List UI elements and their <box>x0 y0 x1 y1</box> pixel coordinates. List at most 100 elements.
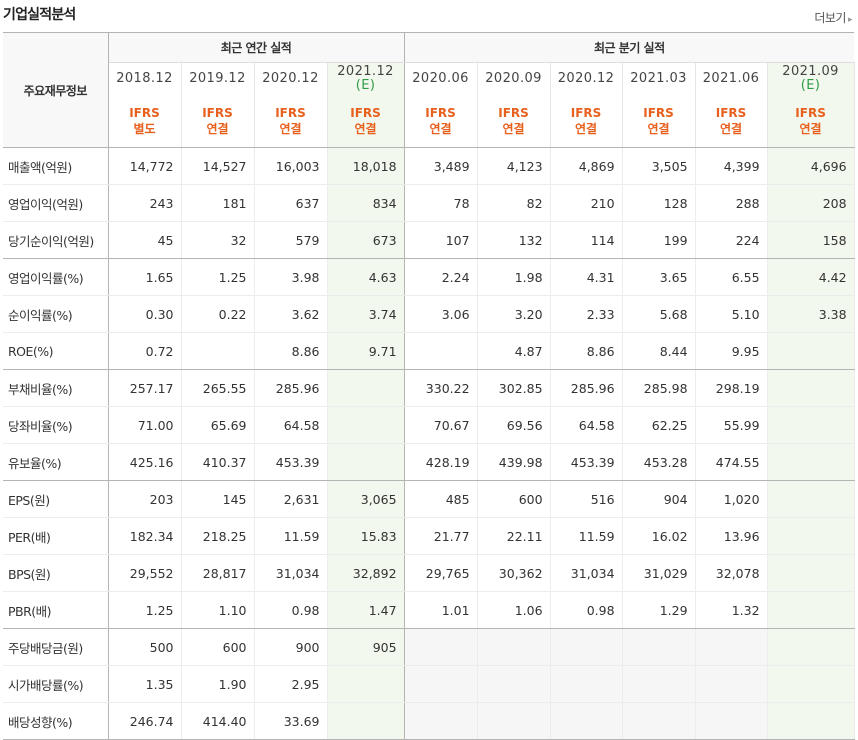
value-cell: 0.98 <box>254 591 328 629</box>
value-cell: 905 <box>327 628 405 666</box>
value-cell <box>181 332 255 370</box>
value-cell <box>550 628 623 666</box>
value-cell <box>327 443 405 481</box>
accounting-standard-header: IFRS 연결 <box>622 95 696 148</box>
value-cell: 285.98 <box>622 369 696 407</box>
row-label: 배당성향(%) <box>3 702 109 740</box>
value-cell: 425.16 <box>108 443 182 481</box>
value-cell <box>404 665 478 703</box>
more-link[interactable]: 더보기 ▸ <box>814 9 852 26</box>
more-link-label: 더보기 <box>814 11 846 25</box>
value-cell <box>622 665 696 703</box>
value-cell: 30,362 <box>477 554 551 592</box>
value-cell: 18,018 <box>327 147 405 185</box>
period-header: 2020.12 <box>254 62 328 95</box>
value-cell: 600 <box>181 628 255 666</box>
value-cell: 474.55 <box>695 443 768 481</box>
value-cell <box>767 702 855 740</box>
value-cell: 4,869 <box>550 147 623 185</box>
value-cell <box>477 665 551 703</box>
period-label: 2020.09 <box>485 71 542 86</box>
accounting-standard-header: IFRS 연결 <box>181 95 255 148</box>
value-cell: 516 <box>550 480 623 518</box>
value-cell <box>327 665 405 703</box>
annual-group-label: 최근 연간 실적 <box>108 32 405 63</box>
scope-label: 연결 <box>720 122 743 136</box>
value-cell: 199 <box>622 221 696 259</box>
value-cell: 14,527 <box>181 147 255 185</box>
quarter-group-label: 최근 분기 실적 <box>404 32 855 63</box>
value-cell: 246.74 <box>108 702 182 740</box>
section-title: 기업실적분석 <box>3 7 76 23</box>
value-cell: 22.11 <box>477 517 551 555</box>
accounting-standard-header: IFRS 연결 <box>767 95 855 148</box>
value-cell <box>695 665 768 703</box>
value-cell: 64.58 <box>254 406 328 444</box>
value-cell: 4.63 <box>327 258 405 296</box>
value-cell <box>767 554 855 592</box>
group-header-row: 주요재무정보 최근 연간 실적 최근 분기 실적 <box>3 32 855 148</box>
table-row: 주당배당금(원) 500 600 900 905 <box>3 628 855 666</box>
value-cell: 82 <box>477 184 551 222</box>
value-cell: 128 <box>622 184 696 222</box>
period-label: 2018.12 <box>116 71 173 86</box>
value-cell: 4,399 <box>695 147 768 185</box>
value-cell: 1.65 <box>108 258 182 296</box>
period-header: 2021.12 (E) <box>327 62 405 95</box>
corner-label: 주요재무정보 <box>3 32 109 148</box>
value-cell: 114 <box>550 221 623 259</box>
value-cell: 3.62 <box>254 295 328 333</box>
period-header: 2020.12 <box>550 62 623 95</box>
value-cell: 0.98 <box>550 591 623 629</box>
scope-label: 연결 <box>429 122 452 136</box>
value-cell <box>477 628 551 666</box>
period-label: 2020.12 <box>262 71 319 86</box>
row-label: 시가배당률(%) <box>3 665 109 703</box>
accounting-standard-header: IFRS 별도 <box>108 95 182 148</box>
period-label: 2021.09 <box>782 64 839 79</box>
value-cell: 428.19 <box>404 443 478 481</box>
period-header: 2020.09 <box>477 62 551 95</box>
value-cell: 3,505 <box>622 147 696 185</box>
value-cell: 3.74 <box>327 295 405 333</box>
value-cell: 3,065 <box>327 480 405 518</box>
value-cell: 0.22 <box>181 295 255 333</box>
value-cell: 15.83 <box>327 517 405 555</box>
value-cell: 4.31 <box>550 258 623 296</box>
value-cell: 78 <box>404 184 478 222</box>
row-label: 당좌비율(%) <box>3 406 109 444</box>
value-cell: 14,772 <box>108 147 182 185</box>
value-cell <box>695 628 768 666</box>
standard-label: IFRS <box>350 106 381 120</box>
value-cell: 224 <box>695 221 768 259</box>
value-cell: 285.96 <box>550 369 623 407</box>
row-label: ROE(%) <box>3 332 109 370</box>
scope-label: 별도 <box>133 122 156 136</box>
value-cell: 3.98 <box>254 258 328 296</box>
value-cell: 64.58 <box>550 406 623 444</box>
table-row: 배당성향(%) 246.74 414.40 33.69 <box>3 702 855 740</box>
value-cell: 3.65 <box>622 258 696 296</box>
value-cell: 1.10 <box>181 591 255 629</box>
value-cell: 1.32 <box>695 591 768 629</box>
value-cell: 4,123 <box>477 147 551 185</box>
standard-label: IFRS <box>202 106 233 120</box>
value-cell: 8.86 <box>550 332 623 370</box>
scope-label: 연결 <box>575 122 598 136</box>
table-row: PBR(배) 1.25 1.10 0.98 1.47 1.01 1.06 0.98 1.29 1.… <box>3 591 855 629</box>
value-cell: 485 <box>404 480 478 518</box>
table-row: 영업이익(억원) 243 181 637 834 78 82 210 128 288 208 <box>3 184 855 222</box>
value-cell: 132 <box>477 221 551 259</box>
value-cell: 2.24 <box>404 258 478 296</box>
value-cell: 900 <box>254 628 328 666</box>
scope-label: 연결 <box>206 122 229 136</box>
value-cell: 285.96 <box>254 369 328 407</box>
section-header: 기업실적분석 더보기 ▸ <box>0 0 858 32</box>
row-label: 유보율(%) <box>3 443 109 481</box>
standard-header-row: IFRS 별도 IFRS 연결 IFRS 연결 IFRS 연결 IFRS 연결 IFRS 연결 IFRS… <box>3 95 855 148</box>
value-cell: 31,034 <box>550 554 623 592</box>
value-cell <box>767 591 855 629</box>
value-cell: 32,892 <box>327 554 405 592</box>
value-cell: 3.20 <box>477 295 551 333</box>
value-cell: 904 <box>622 480 696 518</box>
